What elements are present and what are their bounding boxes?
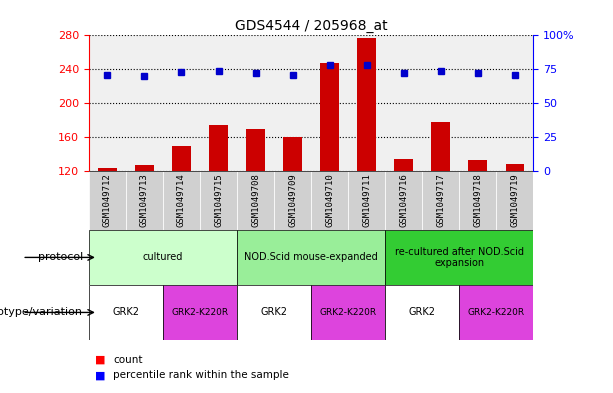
Bar (237, 285, 311, 340)
Bar (311, 171, 348, 230)
Text: GSM1049718: GSM1049718 (473, 174, 482, 227)
Text: GSM1049712: GSM1049712 (103, 174, 112, 227)
Bar (246, 129, 265, 171)
Text: percentile rank within the sample: percentile rank within the sample (113, 370, 289, 380)
Text: genotype/variation: genotype/variation (0, 307, 83, 318)
Bar (357, 38, 376, 171)
Bar (321, 63, 339, 171)
Text: GSM1049709: GSM1049709 (288, 174, 297, 227)
Text: GSM1049713: GSM1049713 (140, 174, 149, 227)
Bar (163, 171, 200, 230)
Bar (394, 159, 413, 171)
Title: GDS4544 / 205968_at: GDS4544 / 205968_at (235, 19, 387, 33)
Text: GRK2-K220R: GRK2-K220R (468, 308, 525, 317)
Bar (283, 137, 302, 171)
Bar (385, 171, 422, 230)
Bar (135, 165, 154, 171)
Bar (89, 285, 163, 340)
Text: GRK2: GRK2 (261, 307, 287, 318)
Text: GRK2: GRK2 (409, 307, 436, 318)
Bar (348, 171, 385, 230)
Text: re-cultured after NOD.Scid
expansion: re-cultured after NOD.Scid expansion (395, 247, 524, 268)
Bar (497, 171, 533, 230)
Bar (311, 285, 385, 340)
Bar (459, 171, 497, 230)
Bar (237, 230, 385, 285)
Bar (385, 285, 459, 340)
Text: GSM1049716: GSM1049716 (399, 174, 408, 227)
Bar (200, 171, 237, 230)
Bar (385, 230, 533, 285)
Text: NOD.Scid mouse-expanded: NOD.Scid mouse-expanded (244, 252, 378, 263)
Text: protocol: protocol (37, 252, 83, 263)
Text: GSM1049715: GSM1049715 (214, 174, 223, 227)
Bar (209, 125, 228, 171)
Text: GSM1049708: GSM1049708 (251, 174, 260, 227)
Text: ■: ■ (95, 354, 105, 365)
Text: GRK2: GRK2 (112, 307, 139, 318)
Bar (98, 167, 116, 171)
Bar (172, 145, 191, 171)
Bar (163, 285, 237, 340)
Bar (89, 171, 126, 230)
Bar (237, 171, 274, 230)
Text: GSM1049711: GSM1049711 (362, 174, 371, 227)
Bar (89, 230, 237, 285)
Text: GSM1049714: GSM1049714 (177, 174, 186, 227)
Bar (422, 171, 459, 230)
Text: GSM1049717: GSM1049717 (436, 174, 445, 227)
Bar (506, 164, 524, 171)
Text: GRK2-K220R: GRK2-K220R (319, 308, 377, 317)
Bar (459, 285, 533, 340)
Text: GSM1049710: GSM1049710 (325, 174, 334, 227)
Bar (274, 171, 311, 230)
Text: ■: ■ (95, 370, 105, 380)
Text: cultured: cultured (143, 252, 183, 263)
Text: GRK2-K220R: GRK2-K220R (172, 308, 229, 317)
Bar (126, 171, 163, 230)
Bar (468, 160, 487, 171)
Text: GSM1049719: GSM1049719 (510, 174, 519, 227)
Bar (432, 122, 450, 171)
Text: count: count (113, 354, 143, 365)
